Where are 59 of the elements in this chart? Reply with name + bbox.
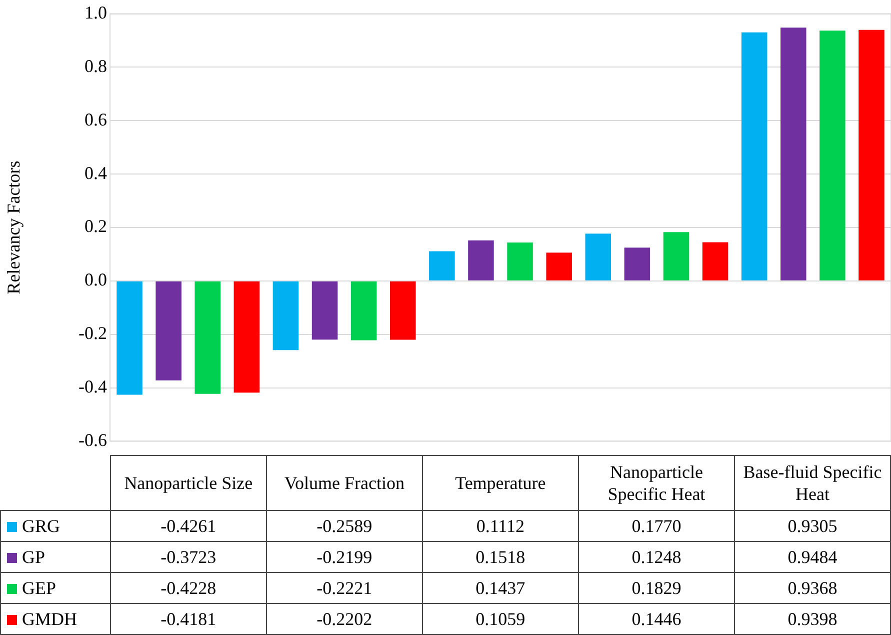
y-axis-title: Relevancy Factors: [4, 160, 24, 294]
x-tick-label: Nanoparticle Size: [110, 456, 266, 510]
legend-label: GEP: [0, 572, 110, 604]
data-label: -0.3723: [110, 542, 266, 572]
bar: [702, 242, 728, 280]
y-tick-label: -0.2: [78, 323, 107, 344]
data-label: 0.1437: [422, 572, 578, 604]
data-label: 0.9368: [734, 572, 890, 604]
y-tick-label: -0.6: [78, 430, 107, 450]
bar: [741, 32, 768, 280]
data-label: -0.4261: [110, 510, 266, 542]
y-tick-label: 0.2: [84, 216, 107, 236]
y-tick-label: -0.4: [78, 376, 107, 397]
y-tick-label: 1.0: [84, 2, 107, 23]
data-label: 0.1770: [578, 510, 734, 542]
legend-label: GMDH: [0, 604, 110, 634]
data-label: 0.1112: [422, 510, 578, 542]
x-tick-label: Base-fluid Specific Heat: [734, 456, 890, 510]
data-label: 0.9305: [734, 510, 890, 542]
x-tick-label: Nanoparticle Specific Heat: [578, 456, 734, 510]
bar: [663, 232, 690, 280]
bar: [116, 281, 142, 395]
y-tick-label: 0.4: [84, 162, 107, 183]
bar: [780, 28, 806, 280]
bar: [194, 281, 221, 394]
bar: [429, 251, 455, 280]
bar: [585, 234, 612, 280]
bar: [507, 242, 533, 280]
legend-label: GRG: [0, 510, 110, 542]
bar: [312, 281, 338, 340]
legend-label: GP: [0, 542, 110, 572]
data-label: 0.1518: [422, 542, 578, 572]
y-tick-label: 0.8: [84, 56, 107, 76]
data-label: -0.2199: [266, 542, 422, 572]
y-tick-label: 0.0: [84, 270, 107, 290]
bar: [468, 240, 494, 280]
bar: [624, 248, 650, 280]
data-label: 0.1248: [578, 542, 734, 572]
bar: [858, 30, 884, 280]
data-label: -0.4228: [110, 572, 266, 604]
bar: [546, 252, 572, 280]
x-tick-label: Volume Fraction: [266, 456, 422, 510]
data-label: -0.2221: [266, 572, 422, 604]
data-label: 0.1829: [578, 572, 734, 604]
bar: [156, 281, 182, 380]
bar: [820, 30, 846, 280]
y-tick-label: 0.6: [84, 109, 107, 130]
data-label: 0.1059: [422, 604, 578, 634]
data-label: 0.9484: [734, 542, 890, 572]
data-label: -0.2589: [266, 510, 422, 542]
bar: [350, 281, 377, 340]
data-label: 0.9398: [734, 604, 890, 634]
bar: [272, 281, 299, 350]
bar: [390, 281, 416, 340]
bar: [234, 281, 260, 393]
data-label: -0.2202: [266, 604, 422, 634]
data-label: 0.1446: [578, 604, 734, 634]
x-tick-label: Temperature: [422, 456, 578, 510]
data-label: -0.4181: [110, 604, 266, 634]
